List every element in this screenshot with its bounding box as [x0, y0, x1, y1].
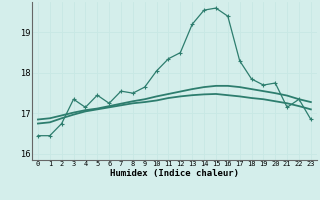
- X-axis label: Humidex (Indice chaleur): Humidex (Indice chaleur): [110, 169, 239, 178]
